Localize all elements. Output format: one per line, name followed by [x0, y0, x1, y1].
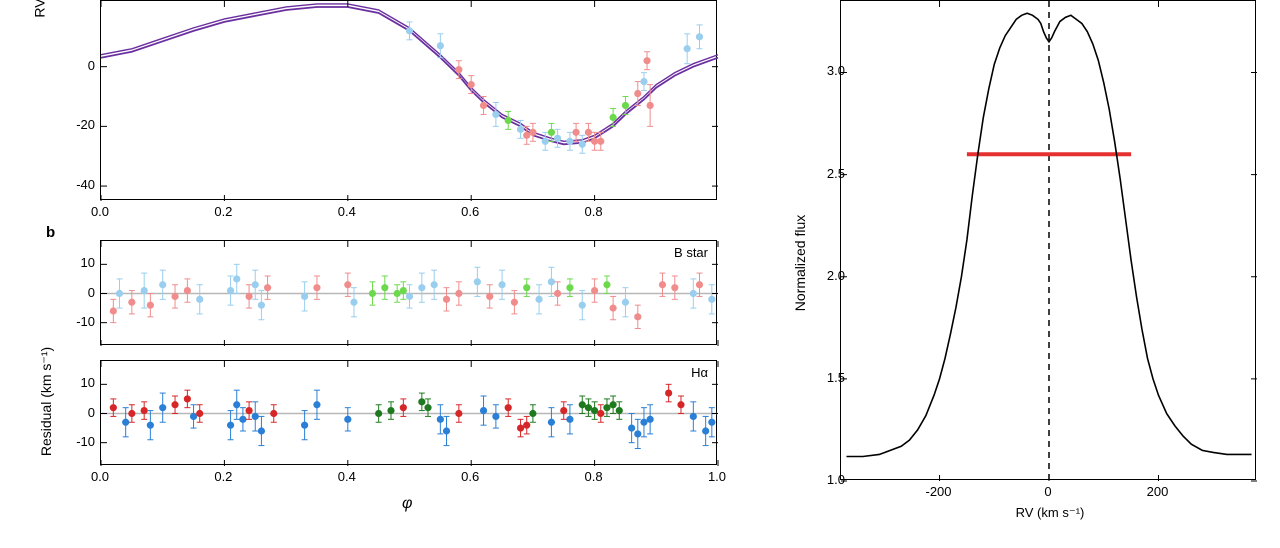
residual-bstar-chart: B star [100, 240, 717, 345]
tick-label: 0 [45, 285, 95, 300]
rv-curve-chart [100, 0, 717, 200]
spectrum-chart [840, 0, 1256, 480]
bstar-annot: B star [674, 245, 708, 260]
residual-halpha-chart: Hα [100, 360, 717, 465]
tick-label: 10 [45, 255, 95, 270]
tick-label: 0.4 [322, 469, 372, 484]
tick-label: 0.2 [198, 204, 248, 219]
tick-label: 0.8 [569, 469, 619, 484]
tick-label: 0 [1023, 484, 1073, 499]
tick-label: -10 [45, 314, 95, 329]
tick-label: 0.6 [445, 204, 495, 219]
tick-label: 10 [45, 375, 95, 390]
rv-ylabel: RV [32, 0, 48, 18]
tick-label: 2.0 [795, 268, 845, 283]
tick-label: -40 [45, 177, 95, 192]
tick-label: -10 [45, 434, 95, 449]
tick-label: 0 [45, 58, 95, 73]
halpha-annot: Hα [691, 365, 708, 380]
tick-label: 0.8 [569, 204, 619, 219]
flux-ylabel: Normalized flux [792, 215, 808, 311]
tick-label: 0.0 [75, 469, 125, 484]
panel-b-label: b [46, 224, 55, 241]
tick-label: 0.2 [198, 469, 248, 484]
tick-label: 1.5 [795, 370, 845, 385]
tick-label: -20 [45, 117, 95, 132]
tick-label: 1.0 [795, 472, 845, 487]
tick-label: 2.5 [795, 166, 845, 181]
rv-xlabel: RV (km s⁻¹) [1000, 505, 1100, 521]
phi-xlabel: φ [402, 495, 412, 513]
tick-label: 0.4 [322, 204, 372, 219]
tick-label: 0 [45, 405, 95, 420]
tick-label: -200 [914, 484, 964, 499]
tick-label: 0.6 [445, 469, 495, 484]
tick-label: 1.0 [692, 469, 742, 484]
tick-label: 3.0 [795, 63, 845, 78]
tick-label: 200 [1132, 484, 1182, 499]
tick-label: 0.0 [75, 204, 125, 219]
